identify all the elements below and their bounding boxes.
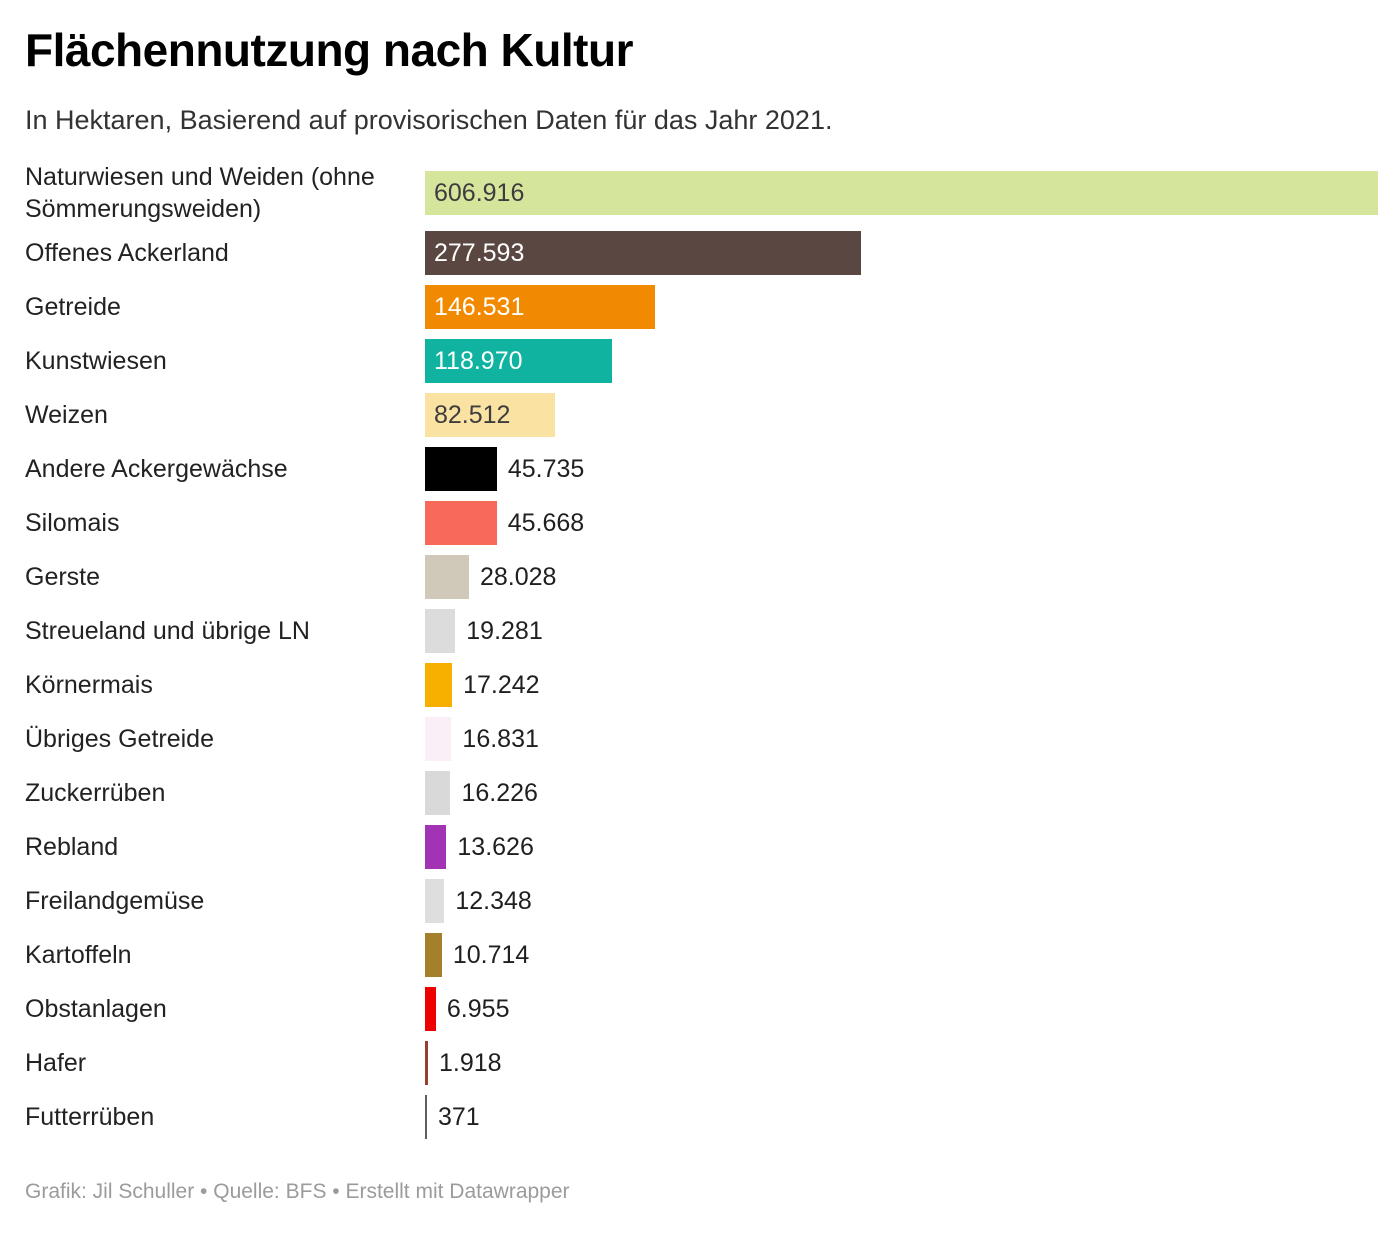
value-label: 371: [438, 1102, 480, 1131]
bar-row: Streueland und übrige LN 19.281: [25, 604, 1378, 658]
chart-title: Flächennutzung nach Kultur: [25, 24, 633, 76]
bar-row: Gerste 28.028: [25, 550, 1378, 604]
category-label: Silomais: [25, 509, 120, 538]
bar-row: Hafer 1.918: [25, 1036, 1378, 1090]
category-label: Streueland und übrige LN: [25, 617, 310, 646]
bar-track: 146.531: [425, 285, 1378, 330]
bar: [425, 663, 453, 708]
value-label: 13.626: [457, 832, 534, 861]
bar: 82.512: [425, 393, 555, 438]
value-label: 606.916: [434, 178, 525, 207]
category-label: Kartoffeln: [25, 941, 132, 970]
bar-track: 16.226: [425, 771, 1378, 816]
bar-track: 19.281: [425, 609, 1378, 654]
category-label: Gerste: [25, 563, 101, 592]
value-label: 45.735: [507, 454, 585, 483]
bar-row: Körnermais 17.242: [25, 658, 1378, 712]
category-label: Übriges Getreide: [25, 725, 214, 754]
bar: 277.593: [425, 231, 861, 276]
bar: [425, 609, 456, 654]
bar: [425, 933, 442, 978]
bar: [425, 717, 452, 762]
bar-track: 6.955: [425, 987, 1378, 1032]
bar-row: Weizen 82.512: [25, 388, 1378, 442]
bar-row: Naturwiesen und Weiden (ohne Sömmerungsw…: [25, 160, 1378, 226]
category-label: Freilandgemüse: [25, 887, 205, 916]
bar-chart: Naturwiesen und Weiden (ohne Sömmerungsw…: [25, 160, 1378, 1144]
bar-row: Silomais 45.668: [25, 496, 1378, 550]
category-label: Zuckerrüben: [25, 779, 166, 808]
value-label: 277.593: [434, 238, 525, 267]
bar-track: 17.242: [425, 663, 1378, 708]
bar: [425, 825, 447, 870]
value-label: 82.512: [434, 400, 511, 429]
bar-track: 16.831: [425, 717, 1378, 762]
chart-container: Flächennutzung nach Kultur In Hektaren, …: [25, 24, 1378, 1204]
category-label: Weizen: [25, 401, 108, 430]
bar-track: 118.970: [425, 339, 1378, 384]
bar: [425, 447, 497, 492]
category-label: Hafer: [25, 1049, 87, 1078]
bar-track: 277.593: [425, 231, 1378, 276]
bar: [425, 501, 497, 546]
bar: [425, 771, 451, 816]
bar: [425, 1041, 428, 1086]
bar-row: Obstanlagen 6.955: [25, 982, 1378, 1036]
chart-credit: Grafik: Jil Schuller • Quelle: BFS • Ers…: [25, 1180, 570, 1204]
value-label: 6.955: [446, 994, 510, 1023]
bar-track: 13.626: [425, 825, 1378, 870]
bar: [425, 879, 445, 924]
bar: [425, 1095, 427, 1140]
bar-row: Rebland 13.626: [25, 820, 1378, 874]
bar-track: 45.735: [425, 447, 1378, 492]
bar: 146.531: [425, 285, 656, 330]
category-label: Futterrüben: [25, 1103, 155, 1132]
bar-row: Getreide 146.531: [25, 280, 1378, 334]
bar-row: Futterrüben 371: [25, 1090, 1378, 1144]
value-label: 16.226: [461, 778, 538, 807]
bar-track: 12.348: [425, 879, 1378, 924]
value-label: 28.028: [480, 562, 557, 591]
bar-track: 606.916: [425, 171, 1378, 216]
bar: 118.970: [425, 339, 612, 384]
category-label: Kunstwiesen: [25, 347, 167, 376]
bar-row: Übriges Getreide 16.831: [25, 712, 1378, 766]
bar-track: 10.714: [425, 933, 1378, 978]
bar-row: Freilandgemüse 12.348: [25, 874, 1378, 928]
bar-row: Andere Ackergewächse 45.735: [25, 442, 1378, 496]
bar: [425, 987, 436, 1032]
category-label: Andere Ackergewächse: [25, 455, 288, 484]
bar-track: 82.512: [425, 393, 1378, 438]
value-label: 17.242: [463, 670, 540, 699]
category-label: Offenes Ackerland: [25, 239, 229, 268]
category-label: Körnermais: [25, 671, 153, 700]
value-label: 12.348: [455, 886, 532, 915]
bar-row: Kartoffeln 10.714: [25, 928, 1378, 982]
value-label: 16.831: [462, 724, 539, 753]
bar-track: 1.918: [425, 1041, 1378, 1086]
category-label: Getreide: [25, 293, 121, 322]
bar-row: Offenes Ackerland 277.593: [25, 226, 1378, 280]
bar-row: Kunstwiesen 118.970: [25, 334, 1378, 388]
bar-track: 45.668: [425, 501, 1378, 546]
value-label: 146.531: [434, 292, 525, 321]
category-label: Rebland: [25, 833, 119, 862]
value-label: 1.918: [439, 1048, 502, 1077]
value-label: 19.281: [466, 616, 543, 645]
bar: [425, 555, 469, 600]
value-label: 118.970: [434, 346, 523, 375]
value-label: 45.668: [507, 508, 585, 537]
value-label: 10.714: [452, 940, 530, 969]
bar-row: Zuckerrüben 16.226: [25, 766, 1378, 820]
bar: 606.916: [425, 171, 1378, 216]
category-label: Obstanlagen: [25, 995, 167, 1024]
chart-subtitle: In Hektaren, Basierend auf provisorische…: [25, 104, 833, 135]
bar-track: 371: [425, 1095, 1378, 1140]
category-label: Naturwiesen und Weiden (ohne Sömmerungsw…: [25, 162, 375, 224]
bar-track: 28.028: [425, 555, 1378, 600]
